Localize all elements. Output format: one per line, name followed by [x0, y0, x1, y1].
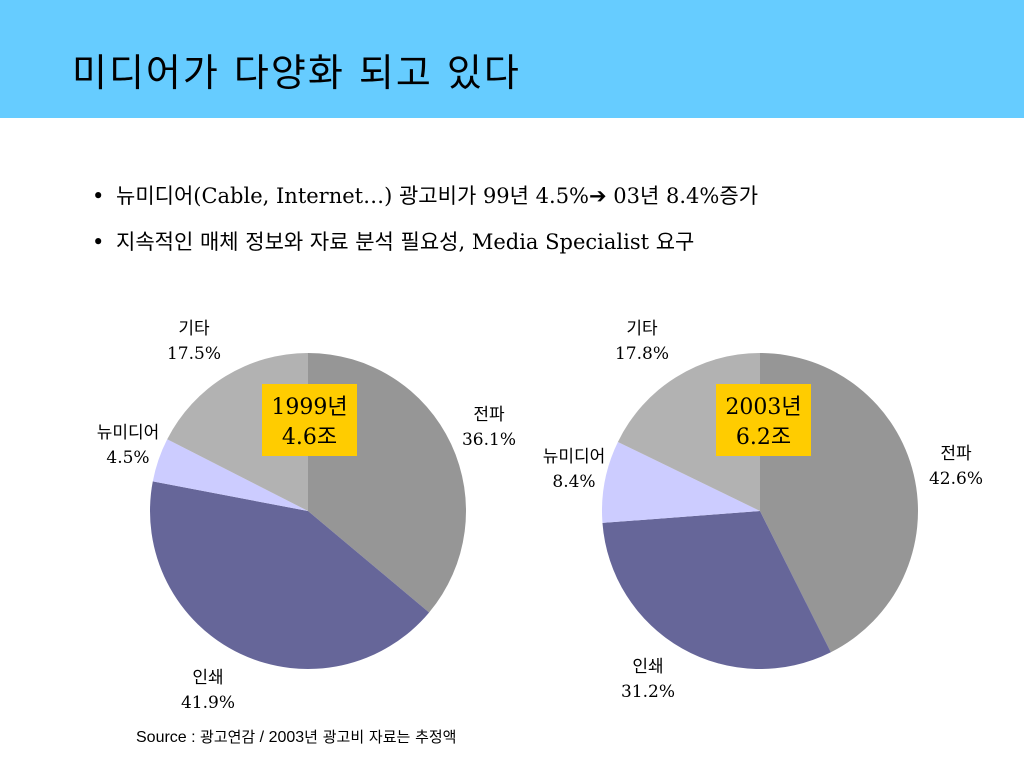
slice-label-value: 42.6%: [929, 469, 983, 489]
year-label-line: 6.2조: [736, 425, 791, 450]
year-label-box: [716, 384, 811, 456]
bullet-dot: •: [92, 184, 105, 208]
slice-label-name: 뉴미디어: [97, 423, 160, 443]
slice-label-name: 인쇄: [632, 657, 663, 677]
slice-label-value: 4.5%: [106, 448, 149, 468]
source-prefix: Source :: [136, 729, 201, 746]
slice-label-value: 17.8%: [615, 344, 669, 364]
slice-label-name: 전파: [940, 444, 972, 464]
pie-slice-뉴미디어: [152, 439, 308, 511]
slice-label-value: 17.5%: [167, 344, 221, 364]
slice-label-value: 8.4%: [552, 472, 595, 492]
source-text-2: 년 광고비 자료는 추정액: [304, 728, 457, 746]
year-label-line: 1999년: [271, 395, 347, 420]
bullet-item: • 뉴미디어(Cable, Internet…) 광고비가 99년 4.5%➔ …: [92, 176, 758, 222]
slice-label-value: 31.2%: [621, 682, 675, 702]
pie-slice-인쇄: [602, 511, 831, 670]
source-note: Source : 광고연감 / 2003년 광고비 자료는 추정액: [136, 726, 456, 747]
right-arrow-icon: ➔: [589, 184, 607, 208]
source-separator: / 2003: [255, 729, 305, 746]
bullet-text: 지속적인 매체 정보와 자료 분석 필요성, Media Specialist …: [116, 230, 695, 254]
bullet-item: • 지속적인 매체 정보와 자료 분석 필요성, Media Specialis…: [92, 222, 758, 268]
pie-chart-1: 전파 36.1% 인쇄 41.9% 뉴미디어 4.5% 기타 17.5% 1999년 4.6조: [97, 319, 516, 713]
slice-label-value: 36.1%: [462, 430, 516, 450]
year-label-line: 2003년: [725, 395, 801, 420]
bullet-text-tail: 03년 8.4%증가: [606, 184, 759, 208]
title-bar: [0, 0, 1024, 118]
year-label-box: [262, 384, 357, 456]
bullet-list: • 뉴미디어(Cable, Internet…) 광고비가 99년 4.5%➔ …: [92, 176, 758, 268]
slice-label-name: 기타: [178, 319, 210, 339]
slice-label-name: 뉴미디어: [543, 447, 606, 467]
slice-label-name: 인쇄: [192, 668, 223, 688]
slide-title: 미디어가 다양화 되고 있다: [72, 51, 521, 95]
year-label-line: 4.6조: [282, 425, 337, 450]
slice-label-value: 41.9%: [181, 693, 235, 713]
pie-slice-뉴미디어: [602, 441, 760, 523]
bullet-text: 뉴미디어(Cable, Internet…) 광고비가 99년 4.5%: [116, 184, 590, 208]
pie-slice-인쇄: [149, 481, 430, 670]
source-text: 광고연감: [200, 728, 256, 746]
pie-chart-2: 전파 42.6% 인쇄 31.2% 뉴미디어 8.4% 기타 17.8% 2003년 6.2조: [543, 319, 983, 702]
slice-label-name: 기타: [626, 319, 658, 339]
slice-label-name: 전파: [473, 405, 505, 425]
bullet-dot: •: [92, 230, 105, 254]
